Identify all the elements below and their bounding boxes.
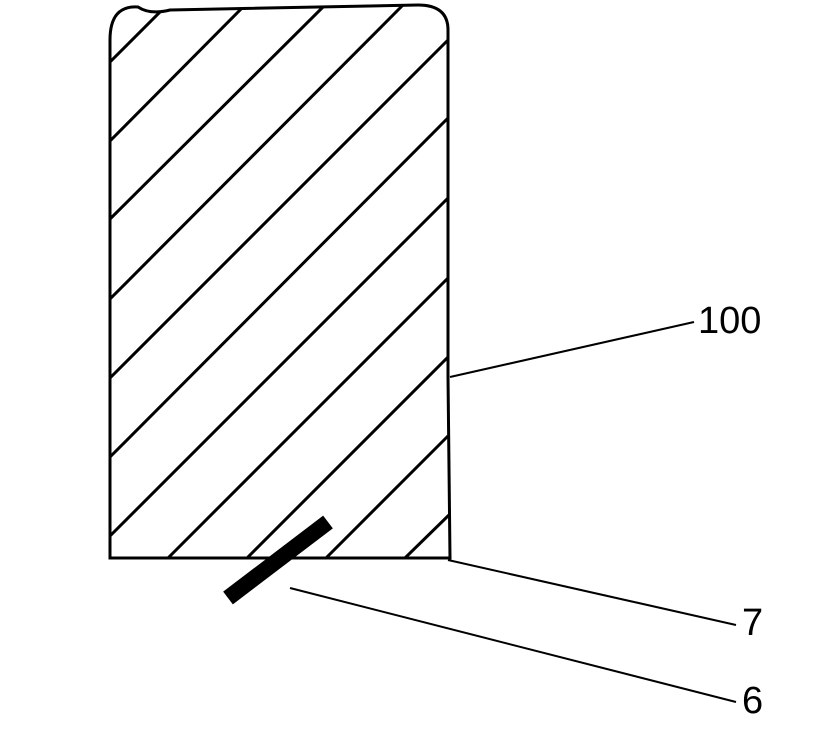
technical-diagram (0, 0, 821, 750)
label-7: 7 (742, 602, 763, 645)
marker-bar (228, 522, 328, 598)
leader-lines (290, 322, 736, 702)
label-100: 100 (698, 300, 761, 343)
hatched-body (110, 5, 450, 558)
label-6: 6 (742, 680, 763, 723)
